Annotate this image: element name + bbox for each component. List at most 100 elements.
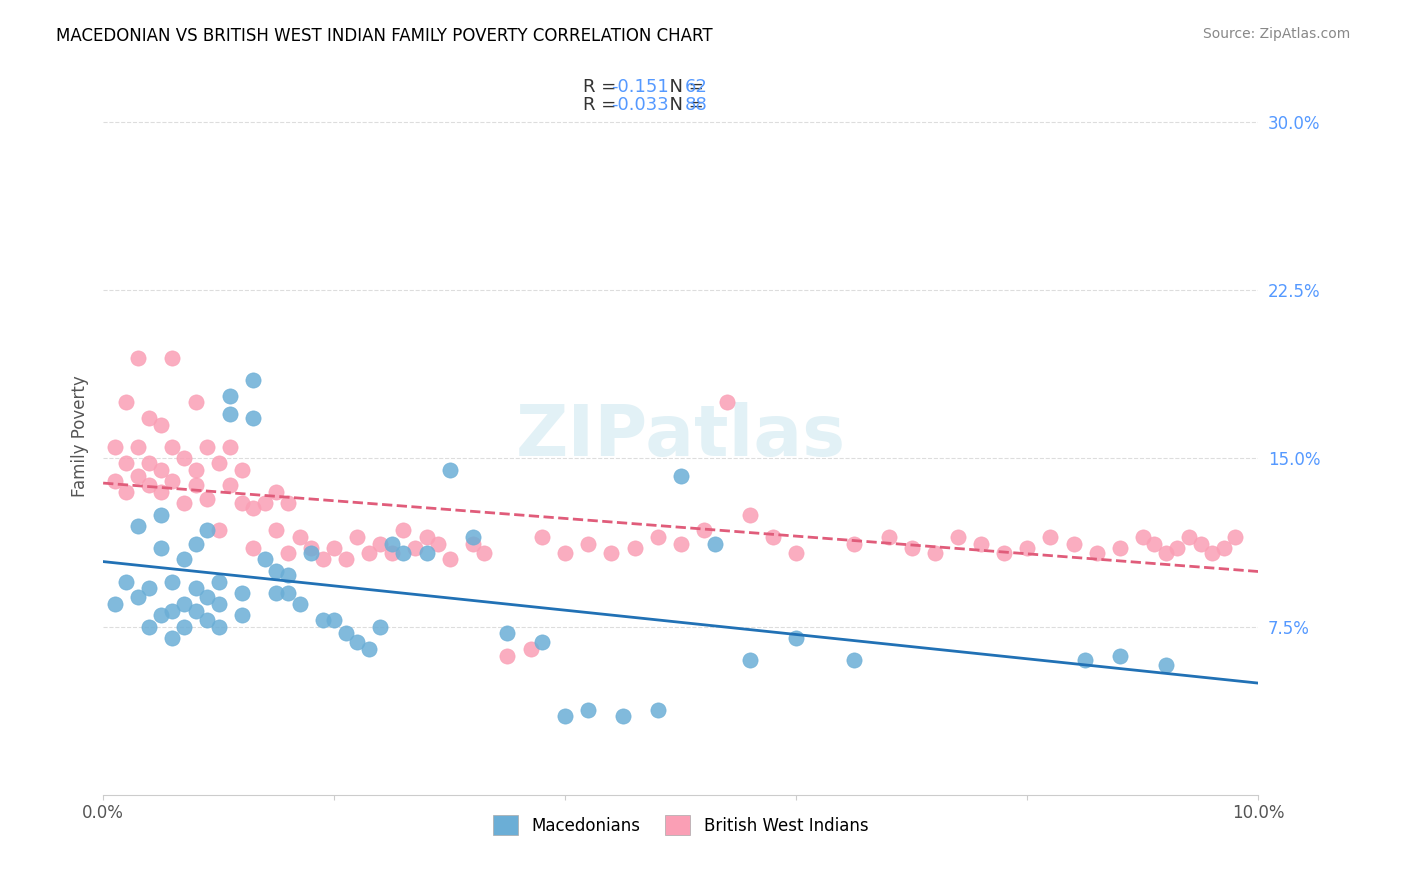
Point (612, 709, 634, 723)
Point (149, 608, 172, 623)
Point (381, 536, 404, 550)
Point (242, 411, 264, 425)
Text: -0.033: -0.033 (612, 96, 669, 114)
Point (531, 530, 554, 544)
Point (127, 591, 149, 605)
Point (195, 440, 218, 454)
Point (104, 474, 127, 488)
Point (195, 491, 218, 506)
Point (1201, 546, 1223, 560)
Point (242, 373, 264, 387)
Point (231, 463, 253, 477)
Point (519, 642, 541, 657)
Point (647, 702, 669, 716)
Point (1132, 530, 1154, 544)
Point (439, 552, 461, 566)
Point (404, 541, 426, 556)
Point (115, 574, 138, 589)
Point (115, 456, 138, 470)
Point (1189, 536, 1212, 550)
Point (554, 709, 576, 723)
Point (900, 541, 922, 556)
Point (138, 582, 160, 596)
Point (219, 478, 242, 492)
Point (173, 597, 195, 611)
Point (162, 631, 184, 645)
Point (392, 546, 415, 560)
Point (1178, 530, 1201, 544)
Point (231, 586, 253, 600)
Point (138, 619, 160, 633)
Point (162, 604, 184, 618)
Point (173, 451, 195, 466)
Point (415, 546, 437, 560)
Point (1039, 530, 1062, 544)
Point (346, 530, 368, 544)
Point (785, 631, 807, 645)
Point (877, 530, 900, 544)
Point (924, 546, 946, 560)
Point (266, 564, 288, 578)
Point (370, 536, 392, 550)
Point (842, 536, 865, 550)
Point (195, 591, 218, 605)
Point (173, 619, 195, 633)
Point (704, 536, 727, 550)
Point (461, 530, 484, 544)
Point (219, 440, 242, 454)
Point (1108, 648, 1130, 663)
Point (693, 523, 716, 537)
Point (219, 389, 242, 403)
Point (392, 523, 415, 537)
Point (149, 485, 172, 500)
Text: R =: R = (583, 78, 623, 95)
Point (554, 546, 576, 560)
Point (184, 582, 207, 596)
Point (288, 597, 311, 611)
Point (149, 508, 172, 522)
Point (439, 463, 461, 477)
Point (127, 351, 149, 365)
Point (162, 474, 184, 488)
Point (195, 523, 218, 537)
Point (496, 648, 519, 663)
Point (127, 518, 149, 533)
Point (1212, 541, 1234, 556)
Point (253, 552, 276, 566)
Point (162, 440, 184, 454)
Point (1154, 546, 1177, 560)
Point (208, 574, 231, 589)
Point (231, 608, 253, 623)
Point (1143, 536, 1166, 550)
Point (277, 568, 299, 582)
Point (162, 574, 184, 589)
Point (716, 395, 738, 409)
Point (299, 541, 322, 556)
Point (323, 613, 346, 627)
Point (1108, 541, 1130, 556)
Point (1063, 536, 1085, 550)
Point (738, 653, 761, 667)
Text: Source: ZipAtlas.com: Source: ZipAtlas.com (1202, 27, 1350, 41)
Point (277, 546, 299, 560)
Point (184, 536, 207, 550)
Point (138, 411, 160, 425)
Point (311, 613, 333, 627)
Point (311, 552, 333, 566)
Point (127, 440, 149, 454)
Point (115, 485, 138, 500)
Point (266, 485, 288, 500)
Point (623, 541, 645, 556)
Point (600, 546, 623, 560)
Point (184, 604, 207, 618)
Point (253, 496, 276, 510)
Point (576, 536, 599, 550)
Point (149, 417, 172, 432)
Point (472, 546, 495, 560)
Point (427, 536, 450, 550)
Point (461, 536, 484, 550)
Point (299, 546, 322, 560)
Text: MACEDONIAN VS BRITISH WEST INDIAN FAMILY POVERTY CORRELATION CHART: MACEDONIAN VS BRITISH WEST INDIAN FAMILY… (56, 27, 713, 45)
Point (785, 546, 807, 560)
Point (219, 407, 242, 421)
